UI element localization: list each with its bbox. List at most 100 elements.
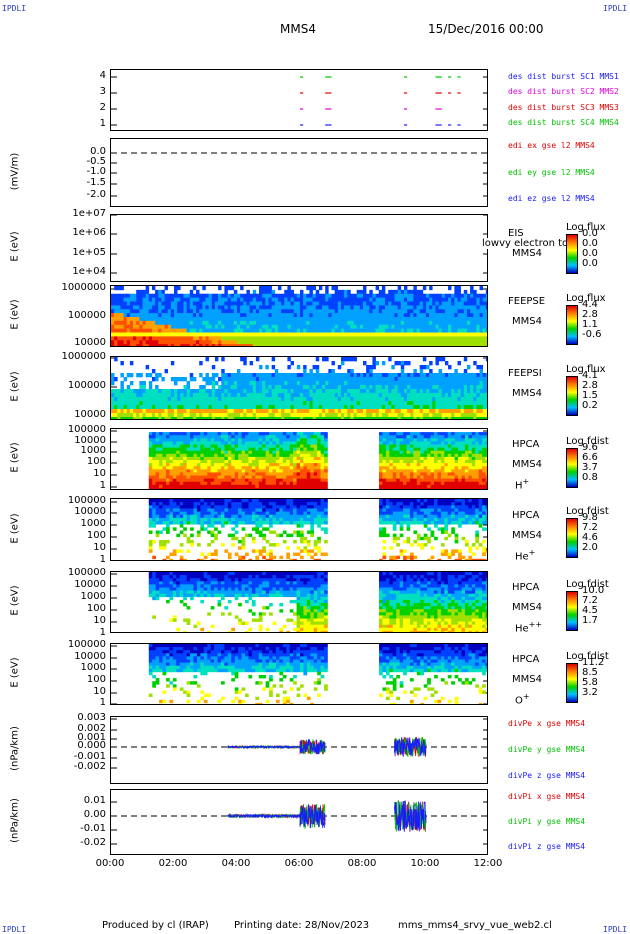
ytick-hpca_h-4: 10 (93, 468, 106, 479)
panel-divpi-canvas (111, 800, 487, 845)
cb-title-hpca_o: Log fdist (566, 651, 609, 662)
ytick-eis-1: 1e+06 (72, 227, 106, 238)
ytick-hpca_o-2: 1000 (80, 662, 106, 673)
instrument-eis: EIS (508, 228, 524, 239)
legend-edi-2: edi ez gse l2 MMS4 (508, 194, 595, 203)
cb-value-hpca_hepp-1: 7.2 (582, 595, 598, 606)
panel-divpe-canvas (111, 718, 487, 769)
ylabel-hpca_h: E (eV) (9, 442, 21, 473)
legend-divpe-0: divPe x gse MMS4 (508, 719, 586, 728)
cb-title-eis: Log flux (566, 222, 606, 233)
ylabel-eis: E (eV) (9, 231, 21, 262)
ytick-hpca_h-0: 100000 (67, 424, 106, 435)
ytick-feepse-2: 10000 (74, 337, 106, 348)
date-title: 15/Dec/2016 00:00 (428, 22, 544, 36)
xtick-0: 00:00 (95, 858, 125, 869)
sc-hpca_he: MMS4 (512, 529, 542, 541)
colorbar-hpca_h (566, 448, 578, 488)
cb-value-hpca_he-3: 2.0 (582, 542, 598, 553)
legend-burst-0: des dist burst SC1 MMS1 (508, 72, 619, 81)
ytick-divpe-1: 0.002 (77, 723, 106, 734)
instrument-hpca_h: HPCA (512, 439, 540, 450)
cb-title-hpca_he: Log fdist (566, 506, 609, 517)
series-divpe-2 (227, 737, 427, 757)
cb-value-hpca_h-0: 9.6 (582, 442, 598, 453)
ytick-divpi-2: -0.01 (80, 823, 106, 834)
ytick-edi-3: -1.5 (86, 177, 106, 188)
corner-label-top-left: IPDLI (2, 4, 27, 13)
ytick-hpca_h-3: 100 (86, 456, 106, 467)
series-divpi-2 (227, 800, 427, 832)
ytick-hpca_he-2: 1000 (80, 518, 106, 529)
ytick-hpca_o-4: 10 (93, 686, 106, 697)
panel-feepsi (110, 356, 488, 420)
colorbar-feepse (566, 305, 578, 345)
xtick-2: 04:00 (221, 858, 251, 869)
cb-value-hpca_he-2: 4.6 (582, 532, 598, 543)
ylabel-divpe: (nPa/km) (9, 726, 21, 771)
ytick-divpe-0: 0.003 (77, 712, 106, 723)
legend-divpe-1: divPe y gse MMS4 (508, 745, 586, 754)
cb-value-hpca_o-2: 5.8 (582, 677, 598, 688)
cb-value-hpca_o-0: 11.2 (582, 657, 605, 668)
legend-divpi-2: divPi z gse MMS4 (508, 842, 586, 851)
species-hpca_o: O+ (515, 692, 530, 707)
panel-edi-canvas (111, 152, 487, 197)
ytick-feepse-1: 100000 (67, 310, 106, 321)
ytick-hpca_h-1: 10000 (74, 435, 106, 446)
corner-label-bottom-right: IPDLI (603, 925, 628, 934)
ytick-hpca_o-5: 1 (99, 697, 106, 708)
cb-title-hpca_hepp: Log fdist (566, 579, 609, 590)
ytick-hpca_h-2: 1000 (80, 445, 106, 456)
xtick-1: 02:00 (158, 858, 188, 869)
legend-burst-2: des dist burst SC3 MMS3 (508, 102, 619, 112)
panel-divpe (110, 716, 488, 784)
cb-value-hpca_he-1: 7.2 (582, 522, 598, 533)
ytick-divpi-0: 0.01 (83, 795, 106, 806)
cb-value-hpca_h-2: 3.7 (582, 462, 598, 473)
cb-value-feepsi-3: 0.2 (582, 400, 598, 411)
ytick-divpi-3: -0.02 (80, 837, 106, 848)
cb-value-feepsi-0: 4.1 (582, 370, 598, 381)
legend-divpi-0: divPi x gse MMS4 (508, 792, 586, 801)
cb-value-hpca_o-3: 3.2 (582, 687, 598, 698)
panel-hpca_hepp (110, 571, 488, 633)
ylabel-feepse: E (eV) (9, 299, 21, 330)
ytick-burst-0: 4 (99, 70, 106, 81)
ytick-feepse-0: 1000000 (61, 282, 106, 293)
cb-value-eis-0: 0.0 (582, 228, 598, 239)
legend-burst-1: des dist burst SC2 MMS2 (508, 87, 619, 97)
panel-hpca_o-canvas (111, 644, 487, 704)
panel-eis (110, 214, 488, 282)
cb-value-hpca_he-0: 9.8 (582, 512, 598, 523)
overlay-eis: lowvy electron to (482, 238, 569, 249)
ytick-eis-0: 1e+07 (72, 208, 106, 219)
sc-hpca_o: MMS4 (512, 674, 542, 685)
cb-value-hpca_hepp-3: 1.7 (582, 615, 598, 626)
sc-feepsi: MMS4 (512, 388, 542, 399)
cb-value-feepse-1: 2.8 (582, 309, 598, 320)
ytick-hpca_he-4: 10 (93, 542, 106, 553)
instrument-feepse: FEEPSE (508, 296, 546, 307)
ytick-hpca_hepp-1: 10000 (74, 579, 106, 590)
xtick-4: 08:00 (347, 858, 377, 869)
legend-edi-0: edi ex gse l2 MMS4 (508, 141, 595, 150)
species-hpca_hepp: He++ (515, 620, 543, 635)
ytick-hpca_hepp-2: 1000 (80, 591, 106, 602)
cb-value-eis-1: 0.0 (582, 238, 598, 249)
cb-value-hpca_hepp-0: 10.0 (582, 585, 605, 596)
sc-hpca_h: MMS4 (512, 459, 542, 470)
colorbar-hpca_he (566, 518, 578, 558)
ytick-feepsi-1: 100000 (67, 380, 106, 391)
ytick-hpca_hepp-0: 100000 (67, 567, 106, 578)
ytick-hpca_he-1: 10000 (74, 506, 106, 517)
colorbar-hpca_o (566, 663, 578, 703)
panel-hpca_h-canvas (111, 430, 487, 489)
cb-value-feepse-0: 4.4 (582, 299, 598, 310)
colorbar-hpca_hepp (566, 591, 578, 631)
colorbar-eis (566, 234, 578, 274)
cb-value-feepse-2: 1.1 (582, 319, 598, 330)
cb-value-hpca_hepp-2: 4.5 (582, 605, 598, 616)
ytick-divpi-1: 0.00 (83, 809, 106, 820)
sc-feepse: MMS4 (512, 316, 542, 327)
